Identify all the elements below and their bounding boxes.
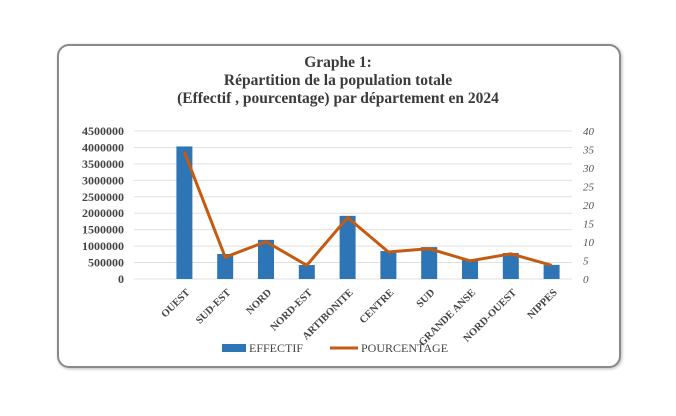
y-left-tick-label: 3500000 (82, 157, 124, 171)
x-tick-label: OUEST (160, 287, 193, 320)
bar-sud (421, 247, 438, 279)
y-left-tick-label: 2000000 (82, 206, 124, 220)
title-line-1: Graphe 1: (304, 54, 372, 71)
y-left-tick-label: 500000 (88, 256, 124, 270)
legend-label-pourcentage: POURCENTAGE (361, 341, 448, 355)
y-right-tick-label: 35 (582, 145, 595, 157)
title-line-2: Répartition de la population totale (223, 72, 453, 89)
chart-card (57, 44, 621, 368)
y-left-tick-label: 0 (118, 272, 124, 286)
y-right-tick-label: 10 (583, 237, 595, 249)
x-tick-label: NORD (244, 287, 274, 317)
bar-ouest (176, 146, 193, 279)
x-tick-label: CENTRE (358, 287, 397, 326)
y-left-tick-label: 2500000 (82, 190, 124, 204)
legend-swatch-effectif (222, 344, 246, 352)
legend-label-effectif: EFFECTIF (249, 341, 303, 355)
bar-grande-anse (462, 259, 478, 279)
y-right-tick-label: 5 (583, 256, 589, 268)
y-left-tick-label: 3000000 (82, 173, 124, 187)
bar-nippes (543, 264, 560, 279)
y-left-tick-label: 1000000 (82, 239, 124, 253)
bar-sud-est (217, 254, 234, 279)
y-left-tick-label: 1500000 (82, 223, 124, 237)
bar-nord (258, 239, 274, 279)
line-pourcentage (183, 151, 553, 267)
y-left-tick-label: 4000000 (82, 140, 124, 154)
chart-title: Graphe 1: Répartition de la population t… (0, 54, 676, 108)
bar-nord-ouest (502, 253, 519, 279)
title-line-3: (Effectif , pourcentage) par département… (177, 90, 499, 107)
y-right-tick-label: 0 (583, 274, 589, 286)
x-tick-label: SUD (415, 287, 438, 310)
y-right-tick-label: 15 (583, 219, 595, 231)
bar-centre (380, 251, 397, 279)
y-right-tick-label: 25 (583, 182, 595, 194)
bar-nord-est (298, 265, 315, 279)
y-left-tick-label: 4500000 (82, 124, 124, 138)
y-right-tick-label: 30 (582, 163, 595, 175)
y-right-tick-label: 20 (583, 200, 595, 212)
y-right-tick-label: 40 (583, 126, 595, 138)
bar-artibonite (339, 215, 356, 279)
x-tick-label: NIPPES (526, 287, 560, 321)
x-tick-label: SUD-EST (194, 287, 233, 326)
